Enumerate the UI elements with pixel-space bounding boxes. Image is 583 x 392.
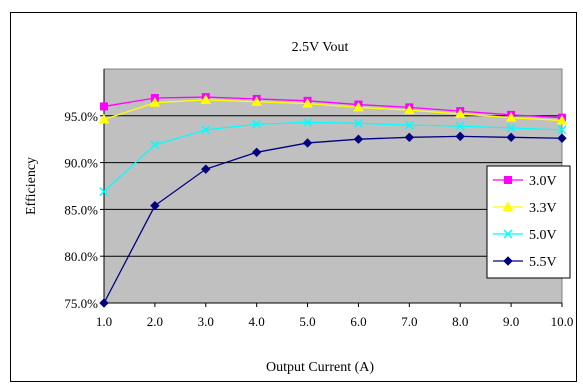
data-point bbox=[455, 131, 465, 142]
series-5-0v bbox=[99, 117, 567, 197]
x-tick-label: 7.0 bbox=[401, 314, 417, 329]
marker-stroke bbox=[557, 125, 567, 135]
x-tick-label: 1.0 bbox=[96, 314, 112, 329]
y-tick-label: 95.0% bbox=[64, 109, 98, 124]
legend-marker bbox=[504, 176, 512, 184]
y-tick-label: 90.0% bbox=[64, 156, 98, 171]
data-point bbox=[506, 132, 516, 143]
data-point bbox=[404, 132, 415, 143]
plot-area bbox=[103, 68, 563, 304]
data-point bbox=[303, 117, 313, 127]
x-tick-label: 5.0 bbox=[299, 314, 315, 329]
data-point bbox=[556, 114, 568, 125]
series-5-5v bbox=[99, 131, 567, 308]
data-point bbox=[200, 94, 212, 104]
x-axis-label: Output Current (A) bbox=[266, 360, 374, 375]
data-point bbox=[251, 96, 263, 106]
series-line bbox=[103, 96, 563, 119]
data-point bbox=[302, 138, 313, 148]
marker-stroke bbox=[506, 123, 516, 133]
data-point bbox=[150, 140, 160, 150]
chart-title: 2.5V Vout bbox=[292, 40, 349, 55]
legend-marker bbox=[503, 229, 513, 239]
legend-marker bbox=[503, 256, 513, 266]
data-point bbox=[99, 187, 109, 197]
data-point bbox=[353, 118, 363, 128]
data-point bbox=[99, 298, 109, 308]
series-line bbox=[103, 121, 563, 193]
x-tick-label: 6.0 bbox=[350, 314, 366, 329]
chart-frame: 2.5V Vout 75.0% 80.0% 85.0% 90.0% 95.0% 1.0 2.0… bbox=[10, 12, 577, 382]
y-tick-label: 85.0% bbox=[64, 202, 98, 217]
data-point bbox=[454, 108, 466, 118]
data-point bbox=[302, 98, 313, 108]
y-tick-label: 75.0% bbox=[64, 296, 98, 311]
data-point bbox=[353, 134, 364, 144]
data-point bbox=[98, 114, 110, 124]
legend-box bbox=[486, 165, 571, 279]
data-point bbox=[149, 97, 161, 107]
legend-item: 5.0V bbox=[493, 228, 557, 243]
data-point bbox=[353, 101, 364, 112]
legend: 3.0V 3.3V 5.0V 5.5V bbox=[486, 165, 571, 279]
series-line bbox=[103, 99, 563, 122]
x-tick-label: 10.0 bbox=[551, 314, 574, 329]
data-point bbox=[404, 120, 414, 130]
marker-stroke bbox=[201, 125, 211, 135]
series-3-3v bbox=[98, 94, 568, 125]
marker-stroke bbox=[252, 119, 262, 129]
marker-stroke bbox=[404, 120, 414, 130]
data-point bbox=[557, 125, 567, 135]
legend-item: 3.0V bbox=[493, 174, 557, 189]
data-point bbox=[201, 164, 211, 174]
data-point bbox=[150, 200, 160, 211]
marker-stroke bbox=[455, 121, 465, 131]
marker-stroke bbox=[503, 229, 513, 239]
x-tick-label: 8.0 bbox=[452, 314, 468, 329]
legend-item: 3.3V bbox=[493, 201, 557, 216]
legend-item: 5.5V bbox=[493, 255, 557, 270]
series-line bbox=[103, 135, 563, 304]
legend-label: 3.3V bbox=[529, 201, 557, 216]
data-point bbox=[505, 112, 517, 122]
x-tick-label: 4.0 bbox=[249, 314, 265, 329]
efficiency-chart: 2.5V Vout 75.0% 80.0% 85.0% 90.0% 95.0% 1.0 2.0… bbox=[24, 40, 574, 375]
x-tick-label: 3.0 bbox=[198, 314, 214, 329]
x-tick-label: 9.0 bbox=[503, 314, 519, 329]
marker-stroke bbox=[353, 118, 363, 128]
legend-label: 3.0V bbox=[529, 174, 557, 189]
data-point bbox=[403, 104, 415, 115]
data-point bbox=[251, 147, 262, 158]
data-point bbox=[201, 125, 211, 135]
data-point bbox=[557, 133, 567, 143]
legend-label: 5.5V bbox=[529, 255, 557, 270]
legend-label: 5.0V bbox=[529, 228, 557, 243]
y-axis-label: Efficiency bbox=[24, 157, 39, 215]
data-point bbox=[455, 121, 465, 131]
marker-stroke bbox=[99, 187, 109, 197]
marker-stroke bbox=[150, 140, 160, 150]
data-point bbox=[100, 102, 108, 111]
x-tick-label: 2.0 bbox=[147, 314, 163, 329]
y-tick-label: 80.0% bbox=[64, 249, 98, 264]
legend-marker bbox=[502, 201, 514, 211]
data-point bbox=[506, 123, 516, 133]
marker-stroke bbox=[303, 117, 313, 127]
data-point bbox=[252, 119, 262, 129]
